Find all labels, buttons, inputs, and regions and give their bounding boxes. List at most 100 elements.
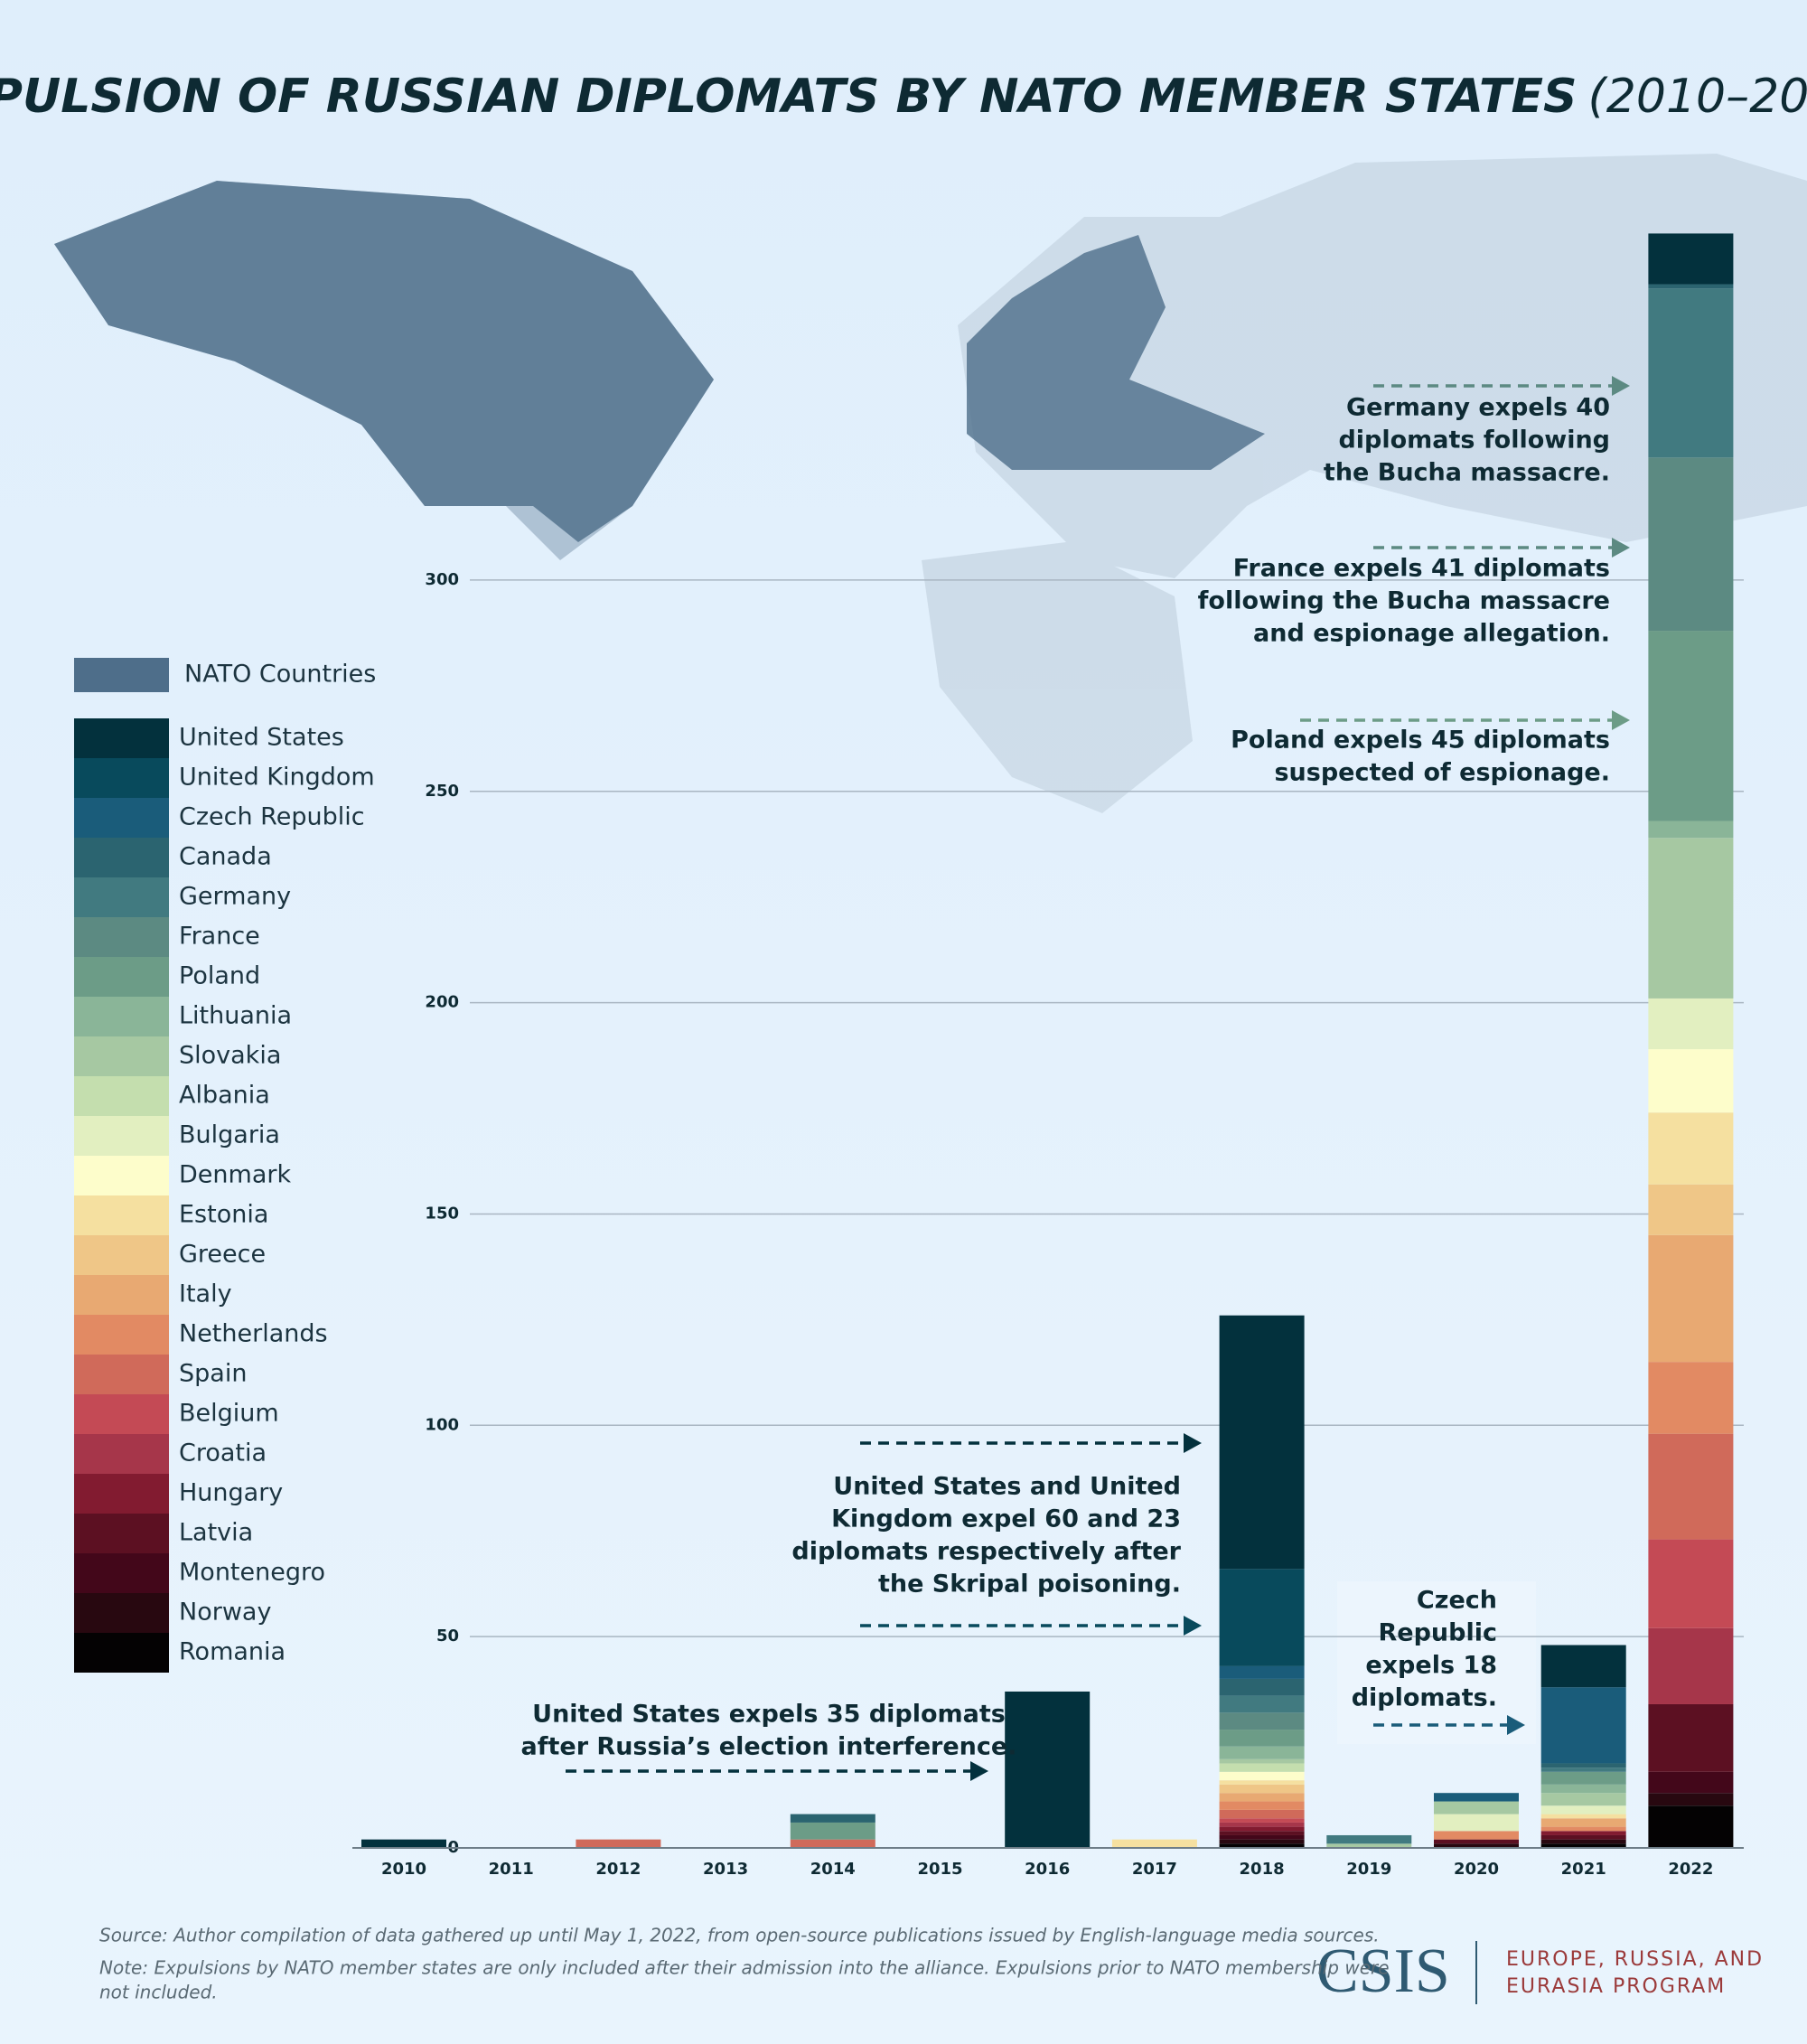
bar-segment [1219, 1818, 1305, 1823]
y-tick-label: 50 [436, 1627, 459, 1646]
bar-segment [576, 1839, 661, 1848]
bar-segment [1648, 1703, 1734, 1772]
legend-label: Italy [179, 1280, 232, 1308]
bar-segment [1540, 1763, 1626, 1768]
legend-label: Netherlands [179, 1320, 328, 1348]
bar-segment [1540, 1843, 1626, 1848]
x-tick-label: 2016 [1025, 1860, 1070, 1879]
bar-segment [1434, 1843, 1519, 1848]
x-tick-label: 2020 [1454, 1860, 1499, 1879]
legend-label: Germany [179, 883, 291, 911]
legend-swatch [74, 1235, 169, 1275]
bar-segment [1219, 1784, 1305, 1794]
bar-segment [1219, 1763, 1305, 1772]
annotation-text: Czech [1417, 1587, 1497, 1615]
legend-swatch [74, 1275, 169, 1315]
x-tick-label: 2011 [489, 1860, 534, 1879]
x-tick-label: 2015 [917, 1860, 962, 1879]
bar-segment [1434, 1793, 1519, 1802]
legend-swatch [74, 877, 169, 917]
logo: CSIS [1316, 1936, 1450, 2006]
annotation-box [1337, 1581, 1536, 1744]
annotation-text: and espionage allegation. [1253, 620, 1610, 648]
legend-swatch [74, 798, 169, 838]
bar-segment [1648, 1539, 1734, 1628]
bar-segment [1219, 1826, 1305, 1832]
legend-label: Spain [179, 1360, 247, 1388]
bar-segment [1540, 1814, 1626, 1819]
legend-label: Estonia [179, 1201, 268, 1229]
y-tick-label: 300 [425, 570, 459, 589]
annotation-text: after Russia’s election interference. [521, 1733, 1017, 1761]
legend-swatch [74, 1434, 169, 1474]
bar-segment [1648, 820, 1734, 839]
bar-segment [1219, 1771, 1305, 1781]
legend-label: Czech Republic [179, 803, 365, 831]
bar-segment [1219, 1780, 1305, 1785]
bar-segment [1219, 1678, 1305, 1696]
legend-swatch [74, 1553, 169, 1593]
legend-label: Albania [179, 1082, 270, 1110]
annotation-arrowhead [1184, 1616, 1202, 1636]
bar-segment [1648, 1793, 1734, 1806]
bar-segment [1219, 1758, 1305, 1764]
legend-label: Greece [179, 1241, 266, 1269]
bar-segment [1434, 1839, 1519, 1844]
bar-segment [1219, 1315, 1305, 1570]
bar-segment [1540, 1645, 1626, 1688]
legend-label: United States [179, 724, 344, 752]
bar-segment [1648, 1433, 1734, 1540]
legend-swatch [74, 1355, 169, 1394]
y-tick-label: 150 [425, 1204, 459, 1223]
bar-segment [1111, 1839, 1197, 1848]
annotation-text: United States and United [833, 1473, 1181, 1501]
annotation-text: Germany expels 40 [1346, 394, 1610, 422]
bar-segment [1540, 1805, 1626, 1814]
annotation-arrowhead [970, 1761, 988, 1781]
legend-label: Latvia [179, 1519, 253, 1547]
bar-segment [1434, 1801, 1519, 1814]
bar-segment [1326, 1843, 1412, 1848]
bar-segment [1540, 1687, 1626, 1764]
bar-segment [1219, 1809, 1305, 1819]
annotation-arrowhead [1507, 1715, 1525, 1735]
annotation-text: Poland expels 45 diplomats [1231, 727, 1610, 755]
bar-segment [1648, 1362, 1734, 1434]
bar-segment [790, 1814, 875, 1823]
legend-swatch [74, 917, 169, 957]
map-legend-label: NATO Countries [184, 661, 376, 689]
note: Note: Expulsions by NATO member states a… [99, 1957, 1390, 1979]
annotation-text: United States expels 35 diplomats [532, 1701, 1006, 1729]
annotation-arrowhead [1184, 1433, 1202, 1453]
legend-swatch [74, 1036, 169, 1076]
bar-segment [1540, 1793, 1626, 1806]
bar-segment [1540, 1818, 1626, 1827]
x-tick-label: 2012 [595, 1860, 641, 1879]
legend-label: Montenegro [179, 1559, 325, 1587]
legend-label: Bulgaria [179, 1121, 280, 1149]
bar-segment [1648, 838, 1734, 999]
legend-swatch [74, 957, 169, 997]
annotation-text: Republic [1379, 1619, 1498, 1647]
legend-swatch [74, 1474, 169, 1514]
annotation-text: following the Bucha massacre [1198, 587, 1610, 615]
y-tick-label: 100 [425, 1415, 459, 1434]
map-legend-swatch [74, 658, 169, 692]
bar-segment [1219, 1831, 1305, 1835]
y-tick-label: 250 [425, 782, 459, 801]
x-tick-label: 2014 [810, 1860, 856, 1879]
bar-segment [1648, 457, 1734, 632]
legend-swatch [74, 758, 169, 798]
bar-segment [1219, 1569, 1305, 1666]
legend-swatch [74, 1076, 169, 1116]
bar-segment [1648, 1234, 1734, 1363]
annotation-text: Kingdom expel 60 and 23 [831, 1505, 1181, 1533]
annotation-arrowhead [1612, 376, 1630, 396]
legend-label: Romania [179, 1638, 286, 1666]
annotation-arrowhead [1612, 538, 1630, 558]
bar-segment [1648, 233, 1734, 285]
bar-segment [1219, 1712, 1305, 1730]
title: EXPULSION OF RUSSIAN DIPLOMATS BY NATO M… [0, 70, 1807, 124]
bar-segment [1219, 1665, 1305, 1679]
bar-segment [1219, 1730, 1305, 1747]
